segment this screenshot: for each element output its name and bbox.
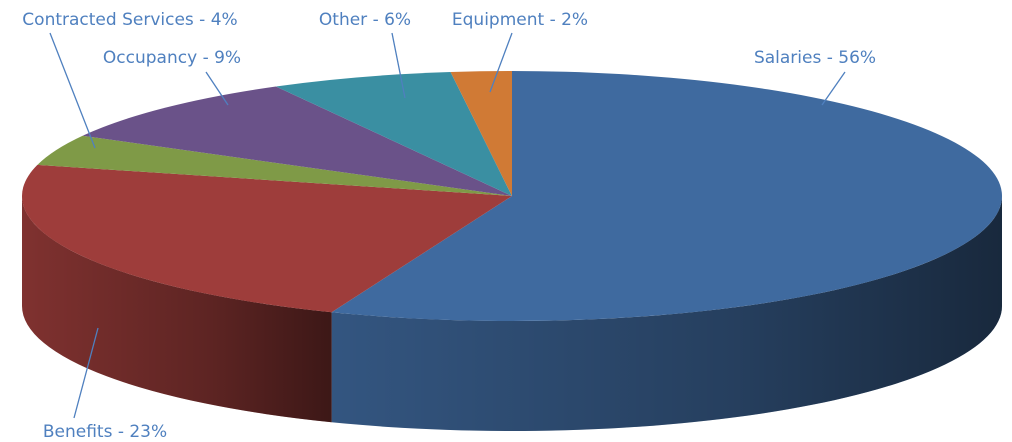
data-label: Benefits - 23% bbox=[43, 422, 167, 442]
leader-line bbox=[73, 327, 99, 419]
leader-line bbox=[821, 71, 846, 106]
pie-sides bbox=[22, 196, 1002, 431]
pie-slice bbox=[82, 86, 512, 196]
pie-slice bbox=[275, 71, 512, 196]
pie-slice bbox=[37, 135, 512, 196]
pie-side-shade bbox=[22, 196, 332, 423]
leader-line bbox=[205, 71, 229, 106]
leader-line bbox=[49, 32, 96, 149]
pie-tops bbox=[21, 71, 1003, 321]
data-label: Occupancy - 9% bbox=[103, 48, 241, 68]
labels: Salaries - 56% Benefits - 23% Contracted S… bbox=[22, 10, 876, 442]
data-label: Salaries - 56% bbox=[754, 48, 876, 68]
data-label: Other - 6% bbox=[319, 10, 411, 30]
leader-line bbox=[489, 32, 513, 93]
data-label: Equipment - 2% bbox=[452, 10, 588, 30]
leader-line bbox=[391, 32, 406, 99]
pie-slice bbox=[331, 71, 1003, 321]
pie-slice bbox=[21, 164, 512, 313]
data-label: Contracted Services - 4% bbox=[22, 10, 237, 30]
pie-slice bbox=[450, 71, 512, 196]
pie-side-shade bbox=[331, 196, 1002, 431]
